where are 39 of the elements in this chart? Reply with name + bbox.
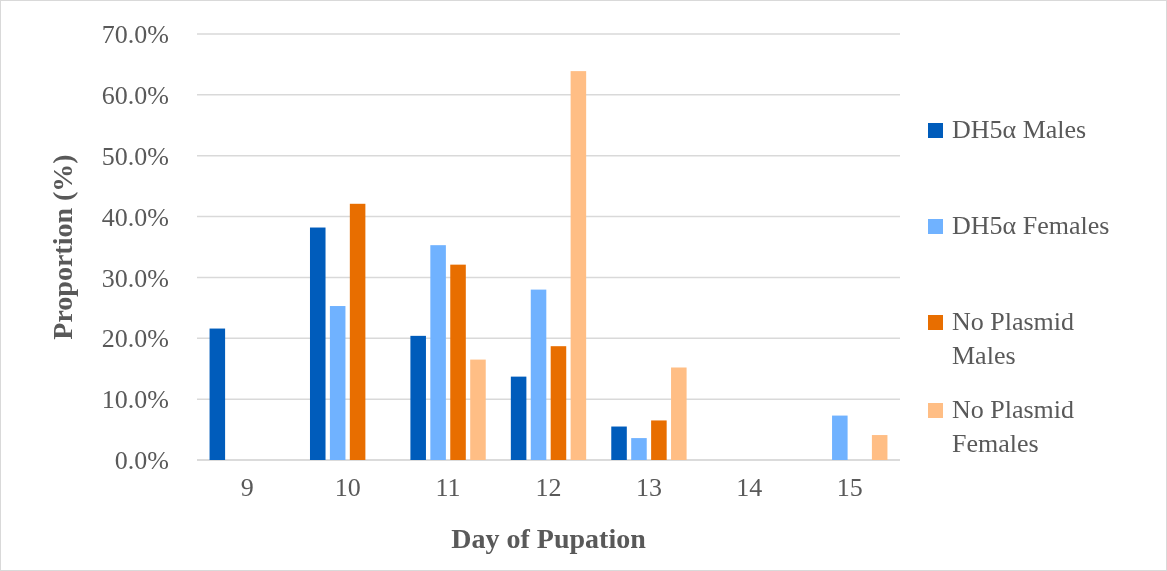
bar bbox=[430, 245, 446, 460]
x-axis-title: Day of Pupation bbox=[451, 523, 647, 554]
bar bbox=[329, 306, 346, 460]
bar bbox=[309, 227, 326, 460]
bar bbox=[209, 328, 226, 460]
x-tick-label: 10 bbox=[334, 473, 361, 502]
bar bbox=[510, 376, 527, 460]
legend-label: DH5α Females bbox=[952, 211, 1110, 240]
x-tick-label: 15 bbox=[836, 473, 863, 502]
x-tick-label: 13 bbox=[635, 473, 662, 502]
legend-label: No Plasmid Males bbox=[952, 307, 1075, 370]
bar bbox=[651, 420, 667, 460]
bar bbox=[871, 435, 888, 460]
bar bbox=[611, 426, 627, 460]
y-tick-label: 40.0% bbox=[101, 202, 169, 232]
bar bbox=[530, 289, 547, 460]
bar bbox=[450, 264, 466, 460]
x-tick-label: 11 bbox=[435, 473, 461, 502]
x-tick-label: 9 bbox=[240, 473, 254, 502]
x-tick-label: 12 bbox=[535, 473, 562, 502]
y-tick-label: 0.0% bbox=[114, 446, 169, 476]
y-tick-label: 10.0% bbox=[101, 385, 169, 415]
y-tick-label: 30.0% bbox=[101, 263, 169, 293]
y-tick-label: 50.0% bbox=[101, 141, 169, 171]
y-tick-label: 60.0% bbox=[101, 80, 169, 110]
y-tick-label: 70.0% bbox=[101, 20, 169, 50]
legend-label: No Plasmid Females bbox=[952, 395, 1075, 458]
bar bbox=[349, 203, 366, 460]
x-tick-label: 14 bbox=[736, 473, 763, 502]
legend-label: DH5α Males bbox=[952, 115, 1087, 144]
bar bbox=[631, 438, 647, 460]
y-axis-title: Proportion (%) bbox=[47, 154, 78, 340]
bar bbox=[410, 335, 426, 460]
bar bbox=[832, 415, 848, 460]
bar bbox=[570, 71, 587, 460]
y-tick-label: 20.0% bbox=[101, 324, 169, 354]
bar bbox=[671, 367, 687, 460]
bar bbox=[550, 346, 567, 460]
bar bbox=[470, 359, 486, 460]
